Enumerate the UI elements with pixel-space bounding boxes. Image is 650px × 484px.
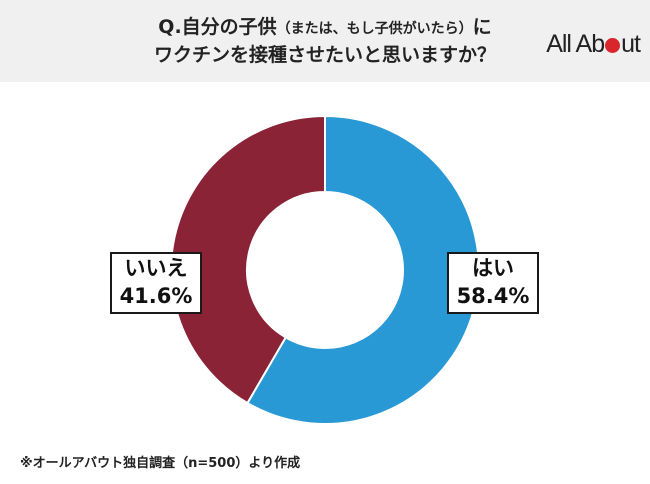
allabout-logo: All Ab ut (546, 30, 641, 59)
slice-label-yes: はい (472, 256, 514, 280)
chart-title: Q.自分の子供（または、もし子供がいたら）に ワクチンを接種させたいと思いますか… (0, 14, 650, 68)
title-main: Q.自分の子供 (158, 16, 277, 38)
donut-slice-yes (246, 114, 480, 425)
logo-text-2: ut (621, 30, 641, 58)
donut-slice-no (170, 114, 326, 405)
header-band: Q.自分の子供（または、もし子供がいたら）に ワクチンを接種させたいと思いますか… (0, 0, 650, 82)
slice-value-yes: 58.4% (456, 284, 530, 308)
title-line-2: ワクチンを接種させたいと思いますか？ (153, 44, 496, 66)
label-box-yes: はい 58.4% (447, 252, 539, 314)
title-sub: （または、もし子供がいたら） (276, 21, 473, 37)
logo-text-1: All Ab (546, 30, 605, 58)
donut-chart (170, 114, 480, 425)
title-line-1: Q.自分の子供（または、もし子供がいたら）に (0, 14, 650, 42)
footnote: ※オールアバウト独自調査（n=500）より作成 (20, 456, 301, 471)
logo-dot-icon (605, 38, 621, 53)
slice-value-no: 41.6% (119, 284, 193, 308)
slice-label-no: いいえ (124, 256, 188, 280)
title-end: に (472, 16, 492, 38)
label-box-no: いいえ 41.6% (110, 252, 202, 314)
